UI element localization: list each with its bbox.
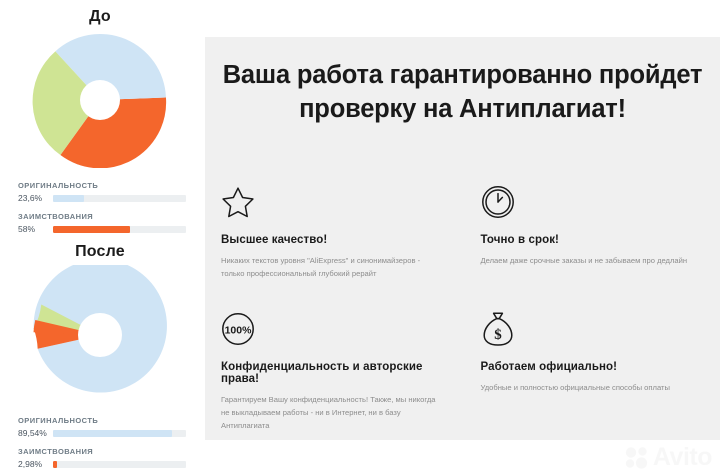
donut-hole — [80, 80, 120, 120]
feature-title: Работаем официально! — [480, 360, 618, 373]
bar-value: 58% — [18, 224, 36, 234]
bar-row: 23,6% — [18, 193, 186, 203]
feature-konfidencialnost: 100% Конфиденциальность и авторские прав… — [205, 307, 463, 433]
features-grid: Высшее качество! Никаких текстов уровня … — [205, 180, 720, 432]
page-title: Ваша работа гарантированно пройдет прове… — [222, 61, 703, 123]
benefits-panel: Ваша работа гарантированно пройдет прове… — [205, 37, 720, 440]
feature-description: Никаких текстов уровня "AliExpress" и си… — [221, 256, 421, 279]
feature-description: Удобные и полностью официальные способы … — [480, 382, 670, 392]
bar-row: 58% — [18, 224, 186, 234]
before-title: До — [89, 8, 111, 25]
avito-logo-icon — [625, 446, 648, 469]
feature-tochno-v-srok: Точно в срок! Делаем даже срочные заказы… — [463, 180, 720, 281]
feature-title: Конфиденциальность и авторские права! — [221, 360, 423, 385]
stats-column: До ОРИГИНАЛЬНОСТЬ 23,6% — [0, 0, 200, 476]
after-donut-chart — [30, 265, 170, 405]
clock-icon — [481, 180, 703, 224]
bar-group-zaimstvovaniya: ЗАИМСТВОВАНИЯ 2,98% — [18, 447, 186, 469]
after-title: После — [75, 243, 125, 260]
bar-track — [53, 194, 186, 202]
feature-title: Высшее качество! — [221, 234, 328, 246]
bar-track — [53, 225, 186, 233]
star-icon — [221, 180, 445, 224]
donut-slice-originalnost — [55, 33, 166, 100]
bar-track — [53, 429, 186, 437]
feature-vysshee-kachestvo: Высшее качество! Никаких текстов уровня … — [205, 180, 463, 281]
bar-fill — [53, 429, 173, 437]
bar-fill — [53, 225, 131, 233]
before-donut-chart — [32, 32, 168, 168]
bar-label: ЗАИМСТВОВАНИЯ — [18, 447, 94, 456]
bar-value: 23,6% — [18, 193, 43, 203]
donut-slice-citirovanie — [32, 51, 101, 156]
bar-row: 2,98% — [18, 459, 186, 469]
bar-value: 89,54% — [18, 428, 47, 438]
after-block: После ОРИГИНАЛЬНОСТЬ 89,54% — [0, 243, 200, 469]
bar-group-originalnost: ОРИГИНАЛЬНОСТЬ 89,54% — [18, 416, 186, 438]
avito-watermark: Avito — [624, 443, 713, 471]
feature-rabotaem-oficialno: $ Работаем официально! Удобные и полност… — [463, 307, 720, 433]
after-donut-svg — [33, 265, 167, 393]
money-bag-icon: $ — [481, 307, 703, 351]
donut-hole — [78, 313, 122, 357]
svg-text:100%: 100% — [225, 324, 253, 336]
avito-wordmark: Avito — [652, 443, 713, 471]
hundred-percent-icon: 100% — [221, 307, 445, 351]
feature-title: Точно в срок! — [480, 234, 559, 246]
bar-value: 2,98% — [18, 459, 43, 469]
bar-fill — [53, 460, 57, 468]
feature-description: Гарантируем Вашу конфиденциальность! Так… — [221, 394, 436, 431]
bar-fill — [53, 194, 85, 202]
bar-group-zaimstvovaniya: ЗАИМСТВОВАНИЯ 58% — [18, 212, 186, 234]
bar-label: ЗАИМСТВОВАНИЯ — [18, 212, 94, 221]
before-donut-svg — [32, 33, 167, 168]
bar-label: ОРИГИНАЛЬНОСТЬ — [18, 416, 99, 425]
bar-track — [53, 460, 186, 468]
donut-slice-zaimstvovaniya — [60, 97, 167, 168]
before-block: До ОРИГИНАЛЬНОСТЬ 23,6% — [0, 0, 200, 234]
feature-description: Делаем даже срочные заказы и не забываем… — [480, 256, 688, 265]
after-bars: ОРИГИНАЛЬНОСТЬ 89,54% ЗАИМСТВОВАНИЯ 2,98… — [0, 416, 200, 469]
bar-row: 89,54% — [18, 428, 186, 438]
bar-label: ОРИГИНАЛЬНОСТЬ — [18, 181, 99, 190]
before-bars: ОРИГИНАЛЬНОСТЬ 23,6% ЗАИМСТВОВАНИЯ 58% — [0, 181, 200, 234]
bar-group-originalnost: ОРИГИНАЛЬНОСТЬ 23,6% — [18, 181, 186, 203]
svg-text:$: $ — [494, 326, 502, 342]
